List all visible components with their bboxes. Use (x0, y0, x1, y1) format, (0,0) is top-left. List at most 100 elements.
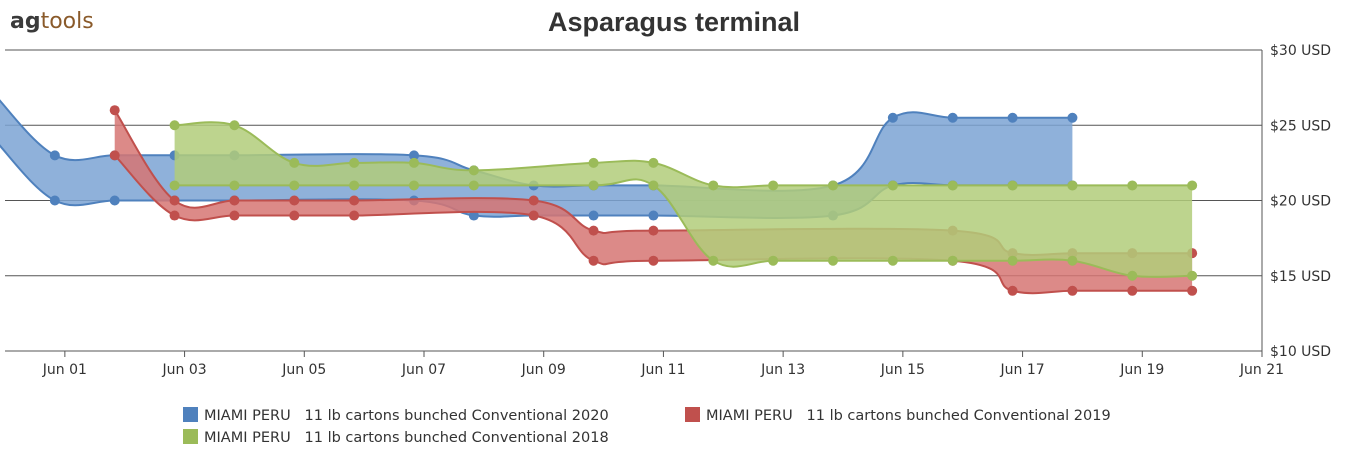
legend-item-2[interactable]: MIAMI PERU 11 lb cartons bunched Convent… (685, 407, 1111, 424)
y-tick-label: $15 USD (1270, 269, 1331, 285)
y-tick-label: $10 USD (1270, 344, 1331, 360)
y-tick-label: $20 USD (1270, 194, 1331, 210)
series-3-low-line (174, 178, 1193, 278)
series-2-high-point[interactable] (588, 225, 599, 236)
y-tick-label: $25 USD (1270, 118, 1331, 134)
series-3-low-point[interactable] (887, 255, 898, 266)
legend-item-1[interactable]: MIAMI PERU 11 lb cartons bunched Convent… (183, 407, 609, 424)
series-3-high-point[interactable] (887, 180, 898, 191)
series-2-low-point[interactable] (528, 210, 539, 221)
series-3-high-point[interactable] (1127, 180, 1138, 191)
series-3-high-point[interactable] (1187, 180, 1198, 191)
series-3-high-point[interactable] (289, 157, 300, 168)
series-3-high-point[interactable] (708, 180, 719, 191)
x-tick-label: Jun 13 (760, 362, 805, 378)
series-3-high-point[interactable] (409, 157, 419, 168)
series-3-area (174, 122, 1193, 278)
series-2-low-point[interactable] (349, 210, 360, 221)
series-3-low-point[interactable] (1067, 255, 1078, 266)
series-1-low-point[interactable] (648, 210, 659, 221)
series-1-low-point[interactable] (588, 210, 599, 221)
series-3-high-point[interactable] (1007, 180, 1018, 191)
series-2-low-point[interactable] (1007, 285, 1018, 296)
series-1-high-point[interactable] (887, 112, 898, 123)
x-tick-label: Jun 05 (281, 362, 326, 378)
series-1-low-point[interactable] (468, 210, 479, 221)
series-2-high-point[interactable] (109, 105, 120, 116)
series-1-high-point[interactable] (49, 150, 60, 161)
series-3-low-point[interactable] (169, 180, 180, 191)
series-1-high-point[interactable] (409, 150, 419, 161)
series-3-high-point[interactable] (828, 180, 838, 191)
series-3-high-point[interactable] (349, 157, 360, 168)
series-3-low-point[interactable] (1007, 255, 1018, 266)
series-2-high-point[interactable] (229, 195, 240, 206)
series-2-low-point[interactable] (1187, 285, 1198, 296)
series-3-high-line (174, 121, 1193, 189)
legend-swatch (183, 407, 198, 422)
series-3-high-point[interactable] (229, 120, 240, 131)
series-2-low-point[interactable] (1067, 285, 1078, 296)
series-1-area (0, 100, 1073, 218)
series-3-low-point[interactable] (289, 180, 300, 191)
series-2-low-point[interactable] (229, 210, 240, 221)
legend-item-3[interactable]: MIAMI PERU 11 lb cartons bunched Convent… (183, 429, 609, 446)
series-2-high-point[interactable] (528, 195, 539, 206)
series-3-high-point[interactable] (1067, 180, 1078, 191)
x-tick-label: Jun 11 (640, 362, 685, 378)
series-3-high-point[interactable] (169, 120, 180, 131)
series-3-high-point[interactable] (648, 157, 659, 168)
series-3-high-point[interactable] (588, 157, 599, 168)
legend-label: MIAMI PERU 11 lb cartons bunched Convent… (204, 430, 609, 446)
series-3-low-point[interactable] (648, 180, 659, 191)
series-layer (0, 99, 1198, 296)
series-3-low-point[interactable] (588, 180, 599, 191)
x-tick-label: Jun 03 (162, 362, 207, 378)
x-tick-label: Jun 19 (1119, 362, 1164, 378)
y-tick-label: $30 USD (1270, 43, 1331, 59)
series-1-high-point[interactable] (1007, 112, 1018, 123)
series-3-low-point[interactable] (947, 255, 958, 266)
series-3-high-point[interactable] (768, 180, 779, 191)
series-2-low-point[interactable] (1127, 285, 1138, 296)
series-2-low-point[interactable] (109, 150, 120, 161)
axis-layer: $30 USD $25 USD $20 USD $15 USD $10 USD Jun 0… (42, 43, 1331, 378)
series-2-high-point[interactable] (169, 195, 180, 206)
series-3-low-point[interactable] (349, 180, 360, 191)
series-3-low-point[interactable] (708, 255, 719, 266)
series-2-low-point[interactable] (169, 210, 180, 221)
legend-swatch (183, 429, 198, 444)
chart-title: Asparagus terminal (548, 7, 800, 37)
series-2-low-point[interactable] (588, 255, 599, 266)
series-2-high-point[interactable] (349, 195, 360, 206)
logo-part-tools: tools (41, 9, 94, 34)
legend[interactable]: MIAMI PERU 11 lb cartons bunched Convent… (183, 407, 1111, 446)
x-tick-label: Jun 09 (521, 362, 566, 378)
series-3-low-point[interactable] (1187, 270, 1198, 281)
series-3-low-point[interactable] (409, 180, 419, 191)
series-3-high-point[interactable] (947, 180, 958, 191)
x-tick-label: Jun 21 (1239, 362, 1284, 378)
series-3-low-point[interactable] (468, 180, 479, 191)
series-3-low-point[interactable] (828, 255, 838, 266)
series-2-low-line (113, 154, 1193, 295)
series-2-high-point[interactable] (648, 225, 659, 236)
series-3-low-point[interactable] (229, 180, 240, 191)
series-2-high-point[interactable] (289, 195, 300, 206)
x-tick-label: Jun 17 (1000, 362, 1045, 378)
series-1-high-point[interactable] (947, 112, 958, 123)
series-2-low-point[interactable] (648, 255, 659, 266)
logo-part-ag: ag (10, 9, 41, 34)
x-tick-label: Jun 15 (880, 362, 925, 378)
series-3-low-point[interactable] (1127, 270, 1138, 281)
logo: agtools (10, 9, 94, 34)
series-3 (169, 120, 1198, 281)
series-2-low-point[interactable] (289, 210, 300, 221)
series-3-low-point[interactable] (768, 255, 779, 266)
series-1-low-point[interactable] (49, 195, 60, 206)
series-1-high-point[interactable] (1067, 112, 1078, 123)
x-tick-label: Jun 07 (401, 362, 446, 378)
series-1-low-point[interactable] (109, 195, 120, 206)
series-3-high-point[interactable] (468, 165, 479, 176)
